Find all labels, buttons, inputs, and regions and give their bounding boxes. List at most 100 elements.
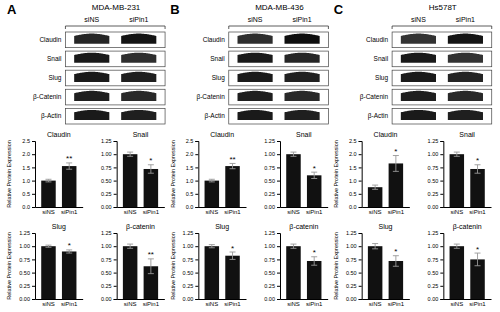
x-tick: siNS [124,301,137,307]
y-tick: 0.0 [22,204,35,210]
y-tick-mark [195,246,198,247]
x-axis-line [199,299,247,300]
figure: AMDA-MB-231siNSsiPin1ClaudinSnailSlugβ-C… [0,0,500,312]
blot-box [65,32,165,48]
y-axis: 0.00.51.01.52.02.5 [349,138,362,210]
y-tick-label: 0.25 [101,283,112,289]
bar-panel: 0.00.51.01.52.02.5siNSsiPin1ClaudinRelat… [170,131,247,215]
x-tick-label: siNS [450,301,463,307]
blot-box [392,32,492,48]
y-tick: 0.00 [264,204,280,210]
y-tick: 1.5 [349,165,362,171]
panel-letter: C [334,2,344,17]
y-tick-mark [440,154,443,155]
y-tick: 1.25 [183,230,199,236]
error-bar [127,152,133,156]
blot-band [401,91,436,101]
y-tick-mark [195,181,198,182]
x-axis: siNS siPin1 [117,300,165,308]
y-tick-mark [359,167,362,168]
blot-band [448,53,483,63]
y-tick-mark [359,207,362,208]
blot-band [401,34,436,44]
y-axis-line [359,142,363,208]
bar [123,154,138,207]
x-tick: siPin1 [143,301,160,307]
x-tick: siNS [205,209,218,215]
x-tick-label: siNS [450,209,463,215]
y-tick-mark [440,194,443,195]
error-bar [66,163,72,169]
bar [307,175,322,207]
blot-box [392,108,492,124]
y-tick: 0.00 [346,296,362,302]
blot-band [401,110,436,120]
blot-box [65,51,165,67]
x-tick: siNS [205,301,218,307]
blot-band [401,53,436,63]
blot-band [238,72,273,82]
y-tick: 1.0 [186,178,199,184]
y-tick: 1.25 [264,138,280,144]
blot-band [74,72,109,82]
error-bar [127,244,133,248]
bar [225,256,240,299]
subplot-title: Claudin [374,131,398,138]
y-axis-title: Relative Protein Expression [6,140,12,208]
y-tick-mark [114,194,117,195]
y-tick-mark [195,259,198,260]
bar-panel: 0.000.250.500.751.001.25siNSsiPin1SlugRe… [333,223,410,307]
error-bar [230,252,236,259]
y-tick-label: 0.25 [19,283,30,289]
y-tick-label: 2.5 [349,138,357,144]
blot-band [121,53,156,63]
row-label: β-Actin [368,112,389,120]
y-tick: 1.00 [183,243,199,249]
y-tick: 0.50 [183,270,199,276]
y-tick: 0.00 [19,296,35,302]
y-tick: 0.50 [346,270,362,276]
subplot-title: Slug [215,223,229,231]
y-tick-label: 0.50 [101,178,112,184]
y-tick-mark [277,154,280,155]
y-tick-mark [114,246,117,247]
blot-box [229,70,329,86]
blot-band [448,91,483,101]
x-tick-label: siPin1 [469,301,486,307]
error-bar [311,257,317,265]
y-tick-mark [277,207,280,208]
y-tick: 1.00 [428,243,444,249]
plot-area [205,245,240,299]
y-tick-mark [359,233,362,234]
plot-area [41,163,76,207]
y-tick: 0.00 [428,204,444,210]
y-tick-label: 0.5 [186,191,194,197]
significance-star: ** [229,155,235,164]
y-tick-mark [277,273,280,274]
y-tick-mark [114,273,117,274]
error-bar [475,253,481,266]
y-tick: 0.25 [264,191,280,197]
y-tick: 1.00 [19,243,35,249]
y-tick-mark [440,259,443,260]
y-tick-mark [277,299,280,300]
row-label: Snail [210,55,225,62]
y-tick: 1.0 [22,178,35,184]
plot-area [450,152,485,207]
y-tick-label: 1.25 [264,230,275,236]
blot-band [285,34,320,44]
y-tick-label: 2.5 [186,138,194,144]
x-axis-line [444,299,492,300]
blot-box [392,51,492,67]
y-tick-mark [114,207,117,208]
y-tick-mark [32,194,35,195]
y-tick-mark [277,259,280,260]
bar [470,169,485,207]
blot-band [121,91,156,101]
y-tick-mark [32,154,35,155]
x-tick: siNS [369,209,382,215]
y-tick-label: 0.00 [428,204,439,210]
y-tick: 0.75 [19,257,35,263]
y-tick-label: 1.5 [349,165,357,171]
significance-star: * [313,164,316,173]
